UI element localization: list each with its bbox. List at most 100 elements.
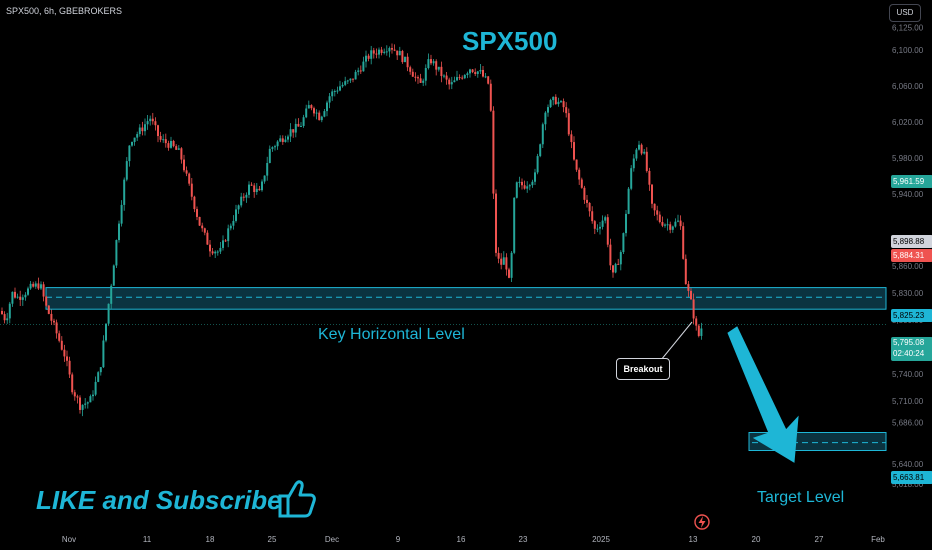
candle-body <box>266 162 269 176</box>
y-tick-label: 6,125.00 <box>892 24 924 33</box>
candle-body <box>318 112 321 121</box>
candle-body <box>274 146 276 148</box>
candle-body <box>638 144 640 150</box>
candle-body <box>336 90 339 92</box>
candle-body <box>651 184 653 204</box>
candle-body <box>162 139 165 141</box>
candle-body <box>599 226 601 229</box>
bolt-icon[interactable] <box>694 514 710 530</box>
candle-body <box>331 91 334 97</box>
candle-body <box>14 291 16 298</box>
candle-body <box>159 136 162 140</box>
candle-body <box>380 49 383 53</box>
candle-body <box>94 381 97 395</box>
target-level-label: Target Level <box>757 489 845 506</box>
y-tick-label: 5,740.00 <box>892 370 924 379</box>
candle-body <box>401 51 404 63</box>
candle-body <box>279 138 282 142</box>
candle-body <box>235 209 237 221</box>
candle-body <box>115 240 118 266</box>
y-tick-label: 5,640.00 <box>892 460 924 469</box>
candle-body <box>305 108 308 118</box>
candle-body <box>632 158 635 169</box>
price-label-low: 5,884.31 <box>891 249 932 262</box>
candle-body <box>227 228 230 242</box>
candle-body <box>461 77 464 79</box>
candle-body <box>216 251 219 253</box>
candle-body <box>193 196 196 210</box>
candle-body <box>300 125 302 127</box>
candle-body <box>437 66 440 70</box>
candle-body <box>521 181 523 186</box>
candle-body <box>341 84 344 87</box>
candle-body <box>430 59 432 64</box>
candle-body <box>29 283 32 289</box>
candle-body <box>292 129 295 133</box>
candle-body <box>471 69 474 73</box>
candle-body <box>89 396 92 403</box>
candle-body <box>222 240 224 248</box>
candle-body <box>422 80 425 83</box>
candle-body <box>45 296 48 306</box>
x-tick-label: 25 <box>268 535 277 544</box>
candle-body <box>643 151 646 154</box>
candle-body <box>219 247 222 252</box>
candle-body <box>196 209 198 217</box>
candle-body <box>596 228 599 230</box>
down-arrow-icon <box>727 326 799 463</box>
candle-body <box>349 78 352 81</box>
candle-body <box>554 96 557 105</box>
candle-body <box>518 181 521 183</box>
candle-body <box>583 187 586 200</box>
candle-body <box>214 251 217 254</box>
candle-body <box>232 220 235 226</box>
y-tick-label: 5,686.00 <box>892 419 924 428</box>
candle-body <box>224 240 227 242</box>
candle-body <box>492 110 495 194</box>
candle-body <box>47 305 50 314</box>
like-subscribe-text: LIKE and Subscribe <box>36 485 282 515</box>
candle-body <box>71 374 74 393</box>
x-tick-label: 16 <box>457 535 466 544</box>
candle-body <box>645 151 648 171</box>
candle-body <box>443 75 445 77</box>
time-axis[interactable]: Nov 11 18 25 Dec 9 16 23 2025 13 20 27 Feb <box>62 535 886 544</box>
candle-body <box>307 105 310 109</box>
candle-body <box>167 143 170 148</box>
candle-body <box>66 356 68 361</box>
candle-body <box>133 137 136 142</box>
candle-body <box>154 121 157 126</box>
candle-body <box>606 217 609 245</box>
candle-body <box>526 186 529 189</box>
candle-body <box>172 140 175 147</box>
candle-body <box>237 205 240 210</box>
candle-body <box>86 402 89 404</box>
candle-body <box>489 83 492 111</box>
candle-body <box>73 392 76 397</box>
candle-body <box>60 340 63 350</box>
candle-body <box>536 156 539 173</box>
candle-body <box>315 112 318 114</box>
x-tick-label: 23 <box>519 535 528 544</box>
x-tick-label: 18 <box>206 535 215 544</box>
chart-title: SPX500 <box>462 26 558 56</box>
candle-body <box>284 139 287 142</box>
candle-body <box>463 74 466 79</box>
candle-body <box>313 108 315 114</box>
candles <box>1 43 703 417</box>
candle-body <box>445 75 448 80</box>
candle-body <box>58 333 61 341</box>
countdown: 02:40:24 <box>893 349 925 358</box>
symbol-title: SPX500, 6h, GBEBROKERS <box>6 6 123 16</box>
candle-body <box>622 233 625 253</box>
candle-body <box>687 284 690 291</box>
candle-body <box>466 73 469 75</box>
candle-body <box>534 172 536 182</box>
candle-body <box>79 397 81 410</box>
candle-body <box>333 90 336 92</box>
candle-body <box>185 170 188 174</box>
currency-button[interactable]: USD <box>889 4 921 22</box>
candle-body <box>328 96 331 103</box>
candle-body <box>474 72 477 74</box>
